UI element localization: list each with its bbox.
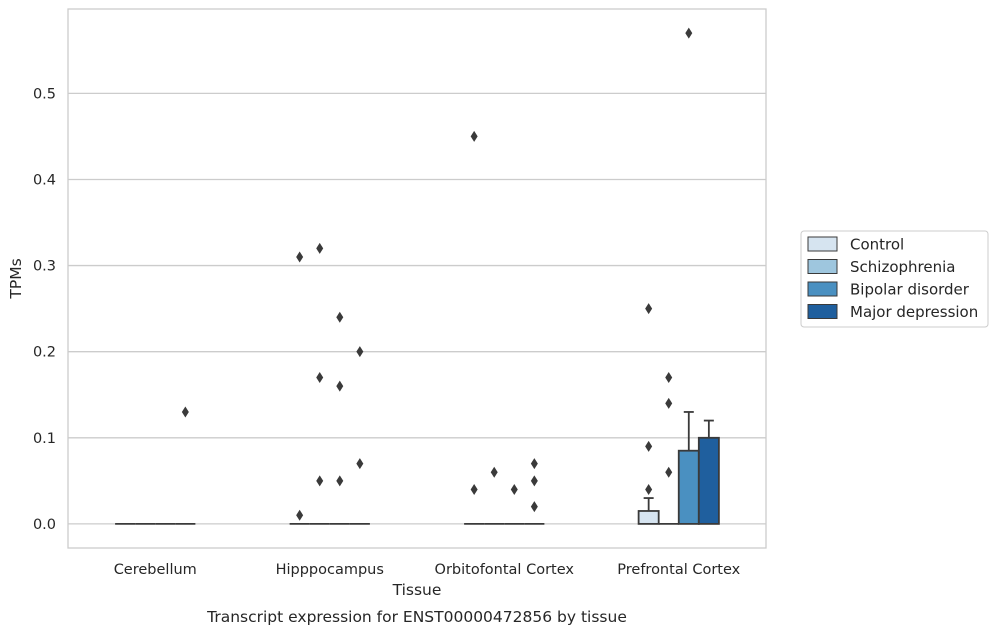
outlier-point bbox=[336, 380, 344, 392]
outlier-point bbox=[470, 483, 478, 495]
x-tick-labels: Cerebellum Hipppocampus Orbitofontal Corte… bbox=[114, 562, 741, 578]
y-tick-label: 0.1 bbox=[33, 431, 56, 447]
outlier-point bbox=[336, 311, 344, 323]
grid-lines bbox=[68, 92, 766, 525]
outlier-point bbox=[665, 372, 673, 384]
outlier-point bbox=[356, 458, 364, 470]
plot-frame bbox=[67, 8, 767, 549]
outlier-point bbox=[490, 466, 498, 478]
outlier-point bbox=[530, 475, 538, 487]
outlier-point bbox=[316, 372, 324, 384]
y-axis-title: TPMs bbox=[7, 258, 25, 299]
legend-label: Control bbox=[850, 236, 904, 254]
legend-swatch bbox=[807, 236, 838, 252]
y-tick-label: 0.2 bbox=[33, 345, 56, 361]
outlier-point bbox=[665, 397, 673, 409]
x-tick-label: Hipppocampus bbox=[276, 562, 384, 578]
y-tick-label: 0.3 bbox=[33, 259, 56, 275]
outlier-point bbox=[181, 406, 189, 418]
y-tick-label: 0.4 bbox=[33, 172, 56, 188]
y-tick-label: 0.5 bbox=[33, 86, 56, 102]
y-tick-labels: 0.0 0.1 0.2 0.3 0.4 0.5 bbox=[33, 86, 56, 533]
outlier-point bbox=[316, 475, 324, 487]
legend: Control Schizophrenia Bipolar disorder Majo… bbox=[800, 230, 989, 328]
error-bars bbox=[643, 411, 714, 511]
outlier-point bbox=[645, 303, 653, 315]
outlier-point bbox=[336, 475, 344, 487]
x-tick-label: Prefrontal Cortex bbox=[617, 562, 740, 578]
legend-label: Bipolar disorder bbox=[850, 281, 970, 299]
outlier-point bbox=[510, 483, 518, 495]
outlier-point bbox=[530, 501, 538, 513]
bars bbox=[115, 436, 720, 525]
bar bbox=[697, 436, 720, 525]
legend-swatch bbox=[807, 259, 838, 274]
legend-swatch bbox=[807, 281, 838, 297]
outlier-point bbox=[470, 130, 478, 142]
x-tick-label: Cerebellum bbox=[114, 562, 197, 578]
outlier-point bbox=[665, 466, 673, 478]
outlier-point bbox=[296, 509, 304, 521]
outlier-point bbox=[685, 27, 693, 39]
legend-swatch bbox=[807, 304, 838, 319]
chart-caption: Transcript expression for ENST0000047285… bbox=[206, 608, 627, 626]
x-tick-label: Orbitofontal Cortex bbox=[435, 562, 575, 578]
outlier-point bbox=[530, 458, 538, 470]
legend-label: Major depression bbox=[850, 303, 978, 321]
legend-label: Schizophrenia bbox=[850, 258, 955, 276]
outlier-point bbox=[316, 242, 324, 254]
outlier-point bbox=[296, 251, 304, 263]
outlier-point bbox=[356, 346, 364, 358]
x-axis-title: Tissue bbox=[392, 581, 442, 599]
bar bbox=[677, 449, 700, 525]
bar bbox=[637, 510, 660, 525]
legend-frame bbox=[800, 230, 989, 328]
y-tick-label: 0.0 bbox=[33, 517, 56, 533]
outlier-points bbox=[181, 27, 693, 521]
outlier-point bbox=[645, 440, 653, 452]
outlier-point bbox=[645, 483, 653, 495]
